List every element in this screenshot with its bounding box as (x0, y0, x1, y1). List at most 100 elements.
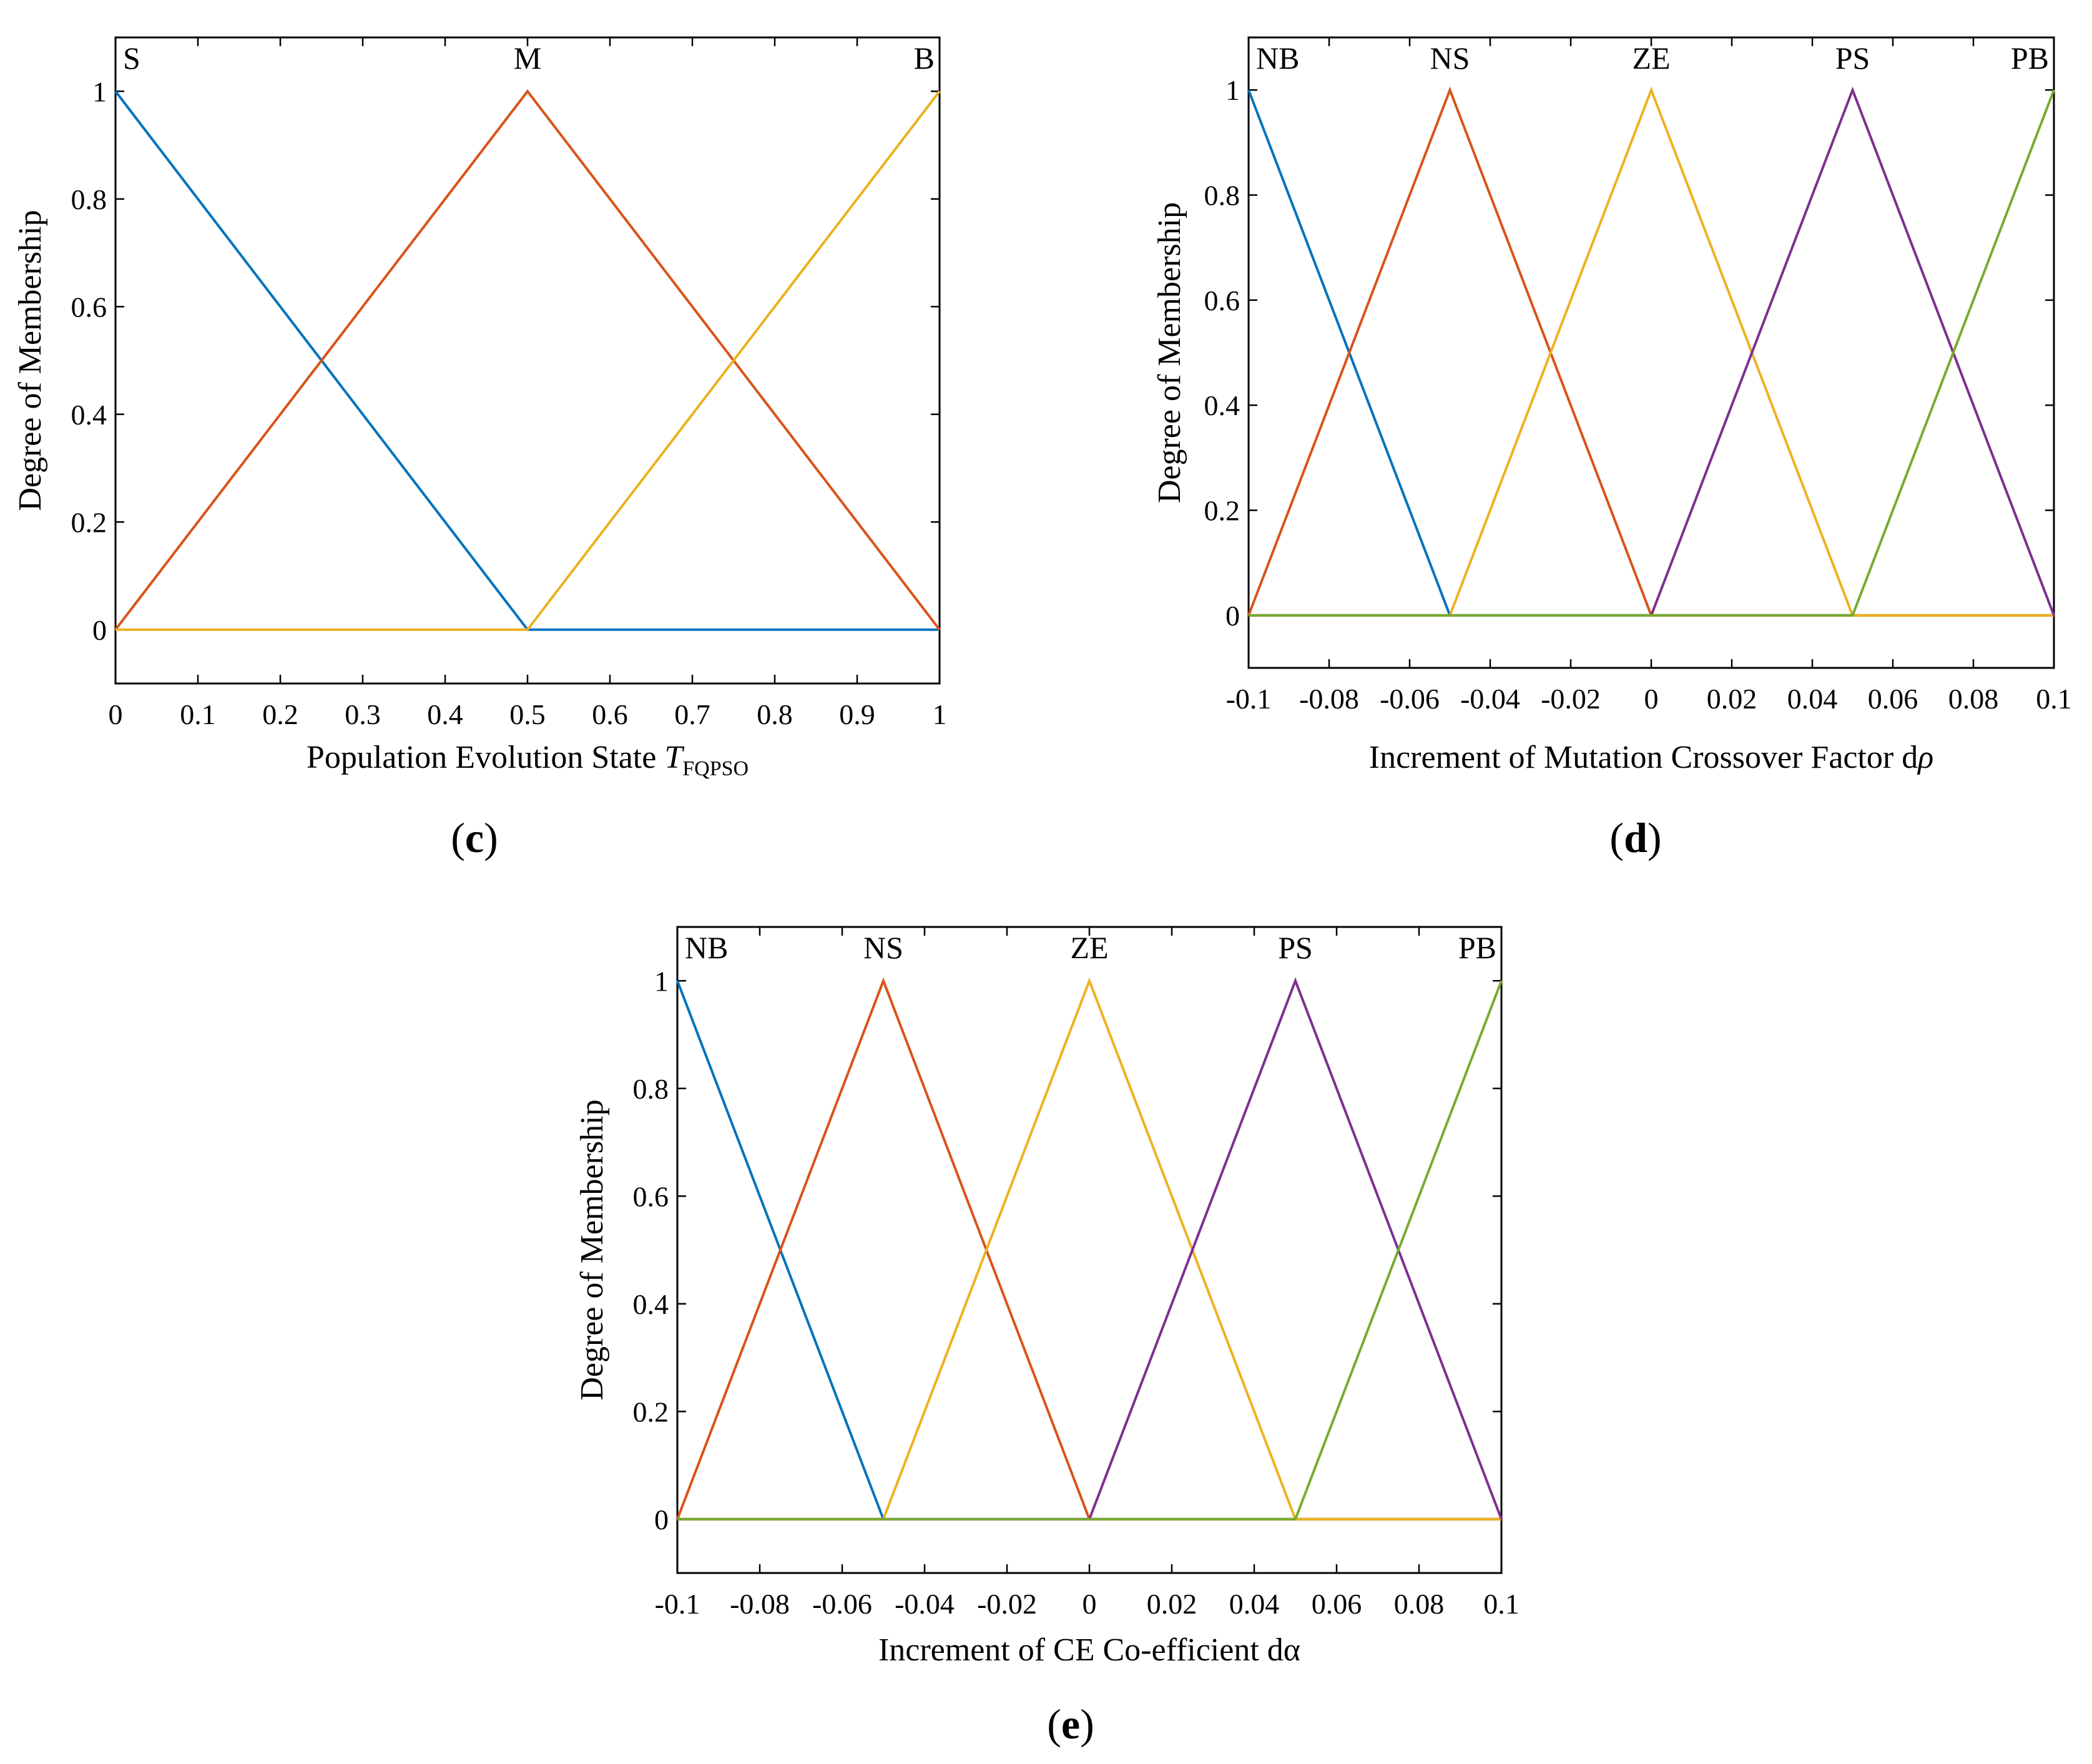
set-label-ze: ZE (1070, 930, 1108, 965)
x-axis-label-symbol: T (664, 740, 684, 775)
x-tick-label: 0.1 (180, 698, 216, 730)
set-label-pb: PB (1458, 930, 1496, 965)
y-tick-label: 0 (654, 1504, 669, 1536)
x-tick-label: 0.04 (1787, 683, 1838, 715)
x-tick-label: 0 (1083, 1588, 1097, 1620)
panel-label-close-paren: ) (1648, 814, 1662, 861)
x-axis-label-text: Population Evolution State (307, 740, 664, 775)
mf-line-ps (1249, 86, 2055, 617)
x-tick-label: 0.6 (592, 698, 628, 730)
y-tick-label: 1 (92, 76, 107, 107)
panel-label-letter: c (465, 814, 484, 861)
y-axis-label: Degree of Membership (574, 1099, 610, 1400)
mf-line-b (115, 91, 941, 631)
x-tick-label: 0.1 (2036, 683, 2072, 715)
set-label-m: M (514, 41, 541, 76)
panel-label-close-paren: ) (484, 814, 498, 861)
mf-line-ze (677, 977, 1501, 1521)
set-label-ps: PS (1278, 930, 1313, 965)
panel-c-chart: 0 0.1 0.2 0.3 0.4 0.5 0.6 0.7 0.8 0.9 1 0 0.2 0.4 0.6 0… (12, 36, 947, 861)
set-label-nb: NB (1256, 41, 1299, 76)
x-axis-label: Increment of CE Co-efficient dα (878, 1632, 1300, 1668)
mf-line-s (114, 91, 940, 631)
x-tick-label: 0.1 (1483, 1588, 1520, 1620)
x-tick-label: 0 (1644, 683, 1659, 715)
x-tick-label: -0.04 (1460, 683, 1520, 715)
panel-label-open-paren: ( (1047, 1700, 1061, 1748)
y-tick-label: 1 (1225, 74, 1240, 106)
plot-frame (676, 926, 1503, 1574)
x-axis-label-symbol: ρ (1917, 740, 1933, 775)
panel-label-open-paren: ( (1609, 814, 1624, 861)
y-tick-label: 0.4 (71, 399, 107, 431)
set-label-nb: NB (685, 930, 728, 965)
y-tick-label: 0.8 (633, 1073, 669, 1105)
plot-frame (1247, 36, 2055, 669)
x-tick-label: 0.9 (839, 698, 875, 730)
y-tick-label: 0.6 (71, 291, 107, 323)
set-label-b: B (914, 41, 935, 76)
y-tick-label: 0 (92, 614, 107, 646)
panel-label-open-paren: ( (451, 814, 465, 861)
panel-label-close-paren: ) (1080, 1700, 1094, 1748)
x-tick-label: 0.2 (262, 698, 298, 730)
x-tick-label: -0.08 (1299, 683, 1359, 715)
x-tick-label: 0.4 (427, 698, 463, 730)
x-axis-label-subscript: FQPSO (682, 757, 749, 780)
y-tick-label: 0.2 (633, 1396, 669, 1428)
x-axis-label: Increment of Mutation Crossover Factor d… (1369, 740, 1933, 775)
plot-frame (114, 36, 941, 685)
x-tick-label: 0.02 (1707, 683, 1757, 715)
set-label-s: S (123, 41, 140, 76)
panel-label: (d) (1609, 814, 1661, 861)
set-label-pb: PB (2011, 41, 2049, 76)
mf-line-m (114, 89, 941, 630)
x-tick-label: -0.06 (812, 1588, 872, 1620)
mf-line-pb (1249, 89, 2055, 617)
panel-e-chart: -0.1 -0.08 -0.06 -0.04 -0.02 0 0.02 0.04 0.06 0.0… (574, 926, 1520, 1748)
x-tick-label: 0.7 (674, 698, 710, 730)
y-tick-label: 0.8 (71, 184, 107, 215)
mf-line-ze (1249, 86, 2054, 617)
x-axis-label-text: Increment of CE Co-efficient dα (878, 1632, 1300, 1668)
x-tick-label: 1 (933, 698, 947, 730)
x-axis-label-text: Increment of Mutation Crossover Factor d (1369, 740, 1918, 775)
mf-line-nb (676, 980, 1501, 1521)
set-label-ze: ZE (1632, 41, 1670, 76)
y-tick-label: 1 (654, 965, 669, 997)
mf-line-pb (677, 980, 1503, 1521)
x-tick-label: -0.02 (1541, 683, 1601, 715)
x-tick-label: -0.02 (977, 1588, 1037, 1620)
x-tick-label: 0.3 (345, 698, 381, 730)
x-tick-label: 0.04 (1229, 1588, 1280, 1620)
x-tick-label: -0.08 (730, 1588, 790, 1620)
mf-line-ns (676, 977, 1501, 1521)
y-tick-label: 0.6 (633, 1180, 669, 1212)
set-label-ns: NS (1430, 41, 1470, 76)
x-tick-label: 0.8 (757, 698, 793, 730)
mf-line-ns (1247, 86, 2054, 617)
y-axis-label: Degree of Membership (12, 210, 48, 511)
x-tick-label: 0.08 (1394, 1588, 1445, 1620)
x-tick-label: 0.06 (1868, 683, 1918, 715)
panel-label-letter: d (1624, 814, 1648, 861)
x-tick-label: 0 (109, 698, 123, 730)
x-tick-label: -0.1 (1226, 683, 1272, 715)
y-tick-label: 0.8 (1204, 180, 1240, 212)
mf-line-ps (677, 977, 1503, 1521)
y-tick-label: 0.4 (1204, 390, 1240, 421)
panel-label-letter: e (1061, 1700, 1080, 1748)
panel-label: (c) (451, 814, 498, 861)
x-tick-label: 0.5 (509, 698, 546, 730)
x-axis-label: Population Evolution State TFQPSO (307, 740, 749, 780)
panel-d-chart: -0.1 -0.08 -0.06 -0.04 -0.02 0 0.02 0.04 0.06 0.0… (1152, 36, 2072, 861)
panel-label: (e) (1047, 1700, 1094, 1748)
mf-line-nb (1247, 89, 2054, 617)
set-label-ps: PS (1835, 41, 1870, 76)
y-axis-label: Degree of Membership (1152, 202, 1187, 503)
x-tick-label: -0.06 (1380, 683, 1440, 715)
x-tick-label: 0.02 (1147, 1588, 1197, 1620)
x-tick-label: -0.1 (655, 1588, 700, 1620)
set-label-ns: NS (863, 930, 903, 965)
